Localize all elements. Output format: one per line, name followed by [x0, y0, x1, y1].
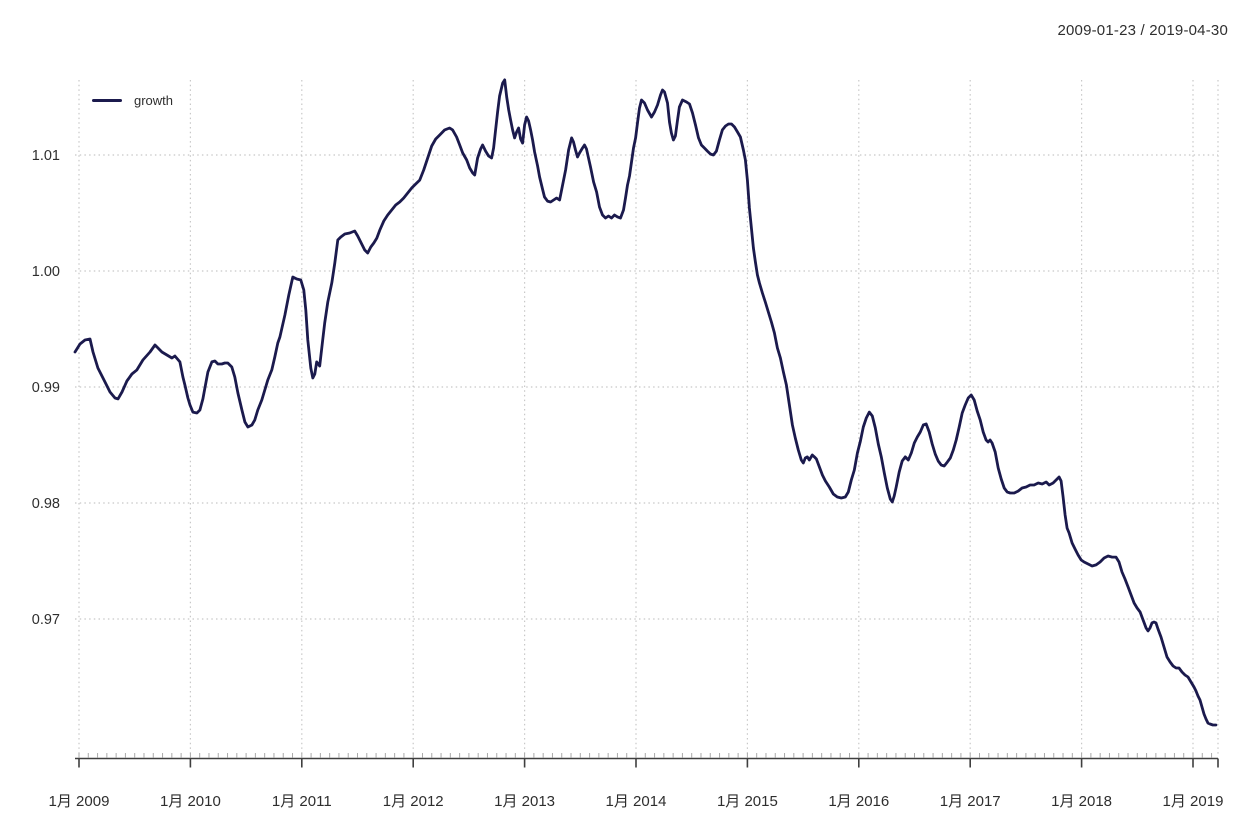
y-axis-tick-label: 1.00: [32, 264, 60, 280]
x-axis-tick-label: 1月 2018: [1051, 793, 1112, 810]
x-axis-tick-label: 1月 2016: [828, 793, 889, 810]
chart-title-date-range: 2009-01-23 / 2019-04-30: [1057, 22, 1228, 39]
y-axis-tick-label: 1.01: [32, 148, 60, 164]
x-axis-tick-label: 1月 2019: [1163, 793, 1224, 810]
y-axis-tick-label: 0.98: [32, 496, 60, 512]
y-axis-tick-label: 0.99: [32, 380, 60, 396]
y-axis-tick-label: 0.97: [32, 612, 60, 628]
x-axis-tick-label: 1月 2017: [940, 793, 1001, 810]
legend-series-label: growth: [134, 93, 174, 108]
legend: growth: [92, 93, 173, 108]
x-axis-tick-label: 1月 2009: [49, 793, 110, 810]
growth-series-line: [73, 78, 1218, 727]
x-axis-tick-label: 1月 2015: [717, 793, 778, 810]
legend-line-swatch: [92, 99, 122, 102]
x-axis-tick-label: 1月 2014: [606, 793, 667, 810]
x-axis-tick-label: 1月 2011: [272, 793, 332, 810]
x-axis-tick-label: 1月 2010: [160, 793, 221, 810]
x-axis-tick-label: 1月 2013: [494, 793, 555, 810]
x-axis-tick-label: 1月 2012: [383, 793, 444, 810]
